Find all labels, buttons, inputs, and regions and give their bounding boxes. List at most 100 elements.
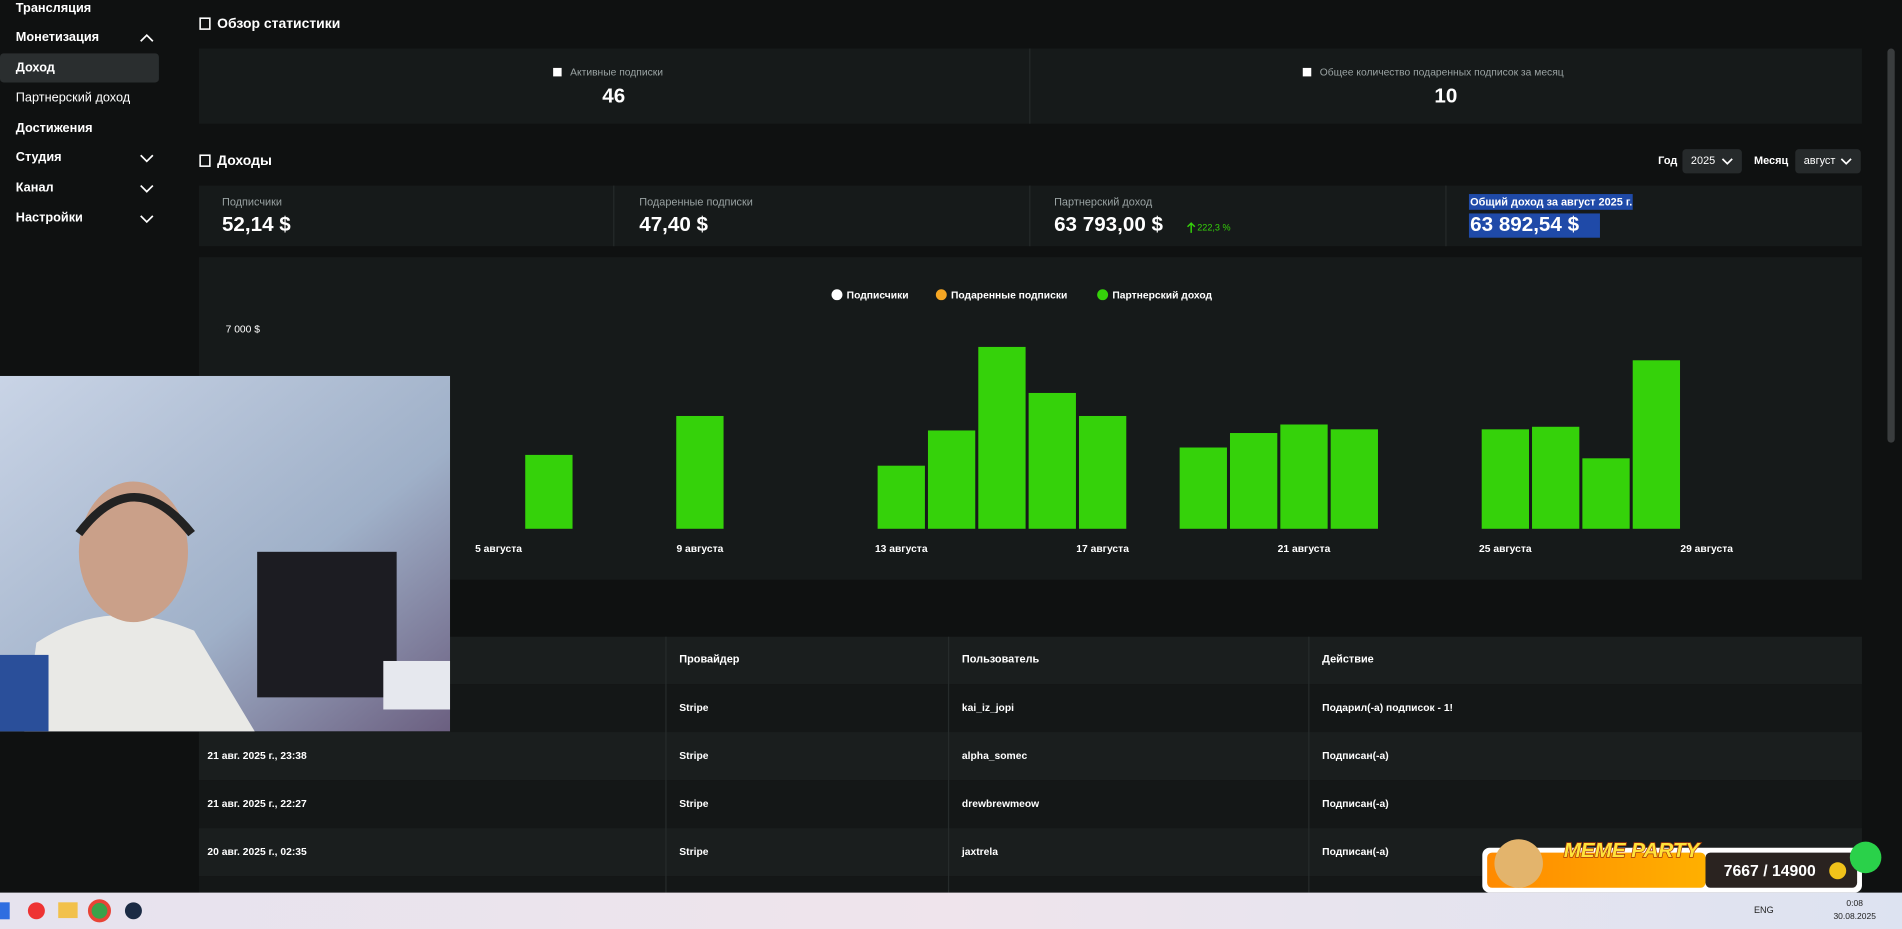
headset: [75, 493, 195, 537]
icon: [199, 154, 211, 167]
legend-dot: [935, 289, 947, 301]
nav-item[interactable]: Канал: [16, 179, 54, 194]
lang[interactable]: ENG: [1754, 905, 1774, 915]
bar: [1632, 360, 1681, 529]
x-tick-label: 21 августа: [1278, 544, 1331, 555]
table-cell: 21 авг. 2025 г., 23:38: [207, 751, 307, 762]
head: [78, 481, 189, 623]
stat-label: Активные подписки: [570, 67, 663, 78]
icon: [553, 67, 562, 77]
app-icon[interactable]: [124, 902, 142, 920]
legend-label: Партнерский доход: [1112, 291, 1212, 302]
table-cell: kai_iz_jopi: [962, 703, 1014, 714]
scrollbar[interactable]: [1887, 48, 1895, 443]
app-icon[interactable]: [58, 902, 78, 919]
bar: [1532, 426, 1580, 529]
up-arrow: [1187, 222, 1196, 233]
bar: [1582, 458, 1630, 529]
month-value[interactable]: август: [1804, 155, 1836, 167]
column-header: Действие: [1322, 654, 1374, 666]
table-row: [198, 780, 1862, 829]
legend-label: Подаренные подписки: [951, 291, 1067, 302]
month-select[interactable]: [1795, 149, 1861, 174]
card-label: Подаренные подписки: [639, 196, 753, 208]
table-cell: alpha_somec: [962, 751, 1028, 762]
app-icon[interactable]: [27, 902, 45, 920]
x-tick-label: 17 августа: [1076, 544, 1129, 555]
stat-value: 10: [1434, 84, 1457, 107]
table-cell: Stripe: [679, 847, 708, 858]
card-value: 63 892,54 $: [1470, 213, 1579, 236]
clock-time[interactable]: 0:08: [1846, 898, 1863, 908]
chair: [0, 654, 49, 732]
bar: [877, 465, 925, 529]
app-icon[interactable]: [87, 899, 111, 923]
table-cell: Stripe: [679, 703, 708, 714]
shirt: [24, 615, 255, 732]
year-select[interactable]: [1682, 149, 1742, 174]
table-cell: Подписан(-а): [1322, 751, 1388, 762]
nav-item[interactable]: Партнерский доход: [16, 90, 131, 105]
clock-date[interactable]: 30.08.2025: [1833, 911, 1876, 921]
widget-progress-text: 7667 / 14900: [1724, 863, 1816, 880]
x-tick-label: 29 августа: [1680, 544, 1733, 555]
table-cell: drewbrewmeow: [962, 799, 1040, 810]
stat-value: 46: [602, 84, 625, 107]
nav-item[interactable]: Достижения: [16, 120, 93, 135]
chevron: [140, 33, 154, 42]
filter-label: Месяц: [1754, 155, 1788, 167]
chevron: [140, 184, 154, 193]
start-icon[interactable]: [0, 902, 10, 920]
legend-dot: [831, 289, 843, 301]
chevron: [140, 154, 154, 163]
nav-item[interactable]: Настройки: [16, 210, 83, 225]
cabinet: [257, 551, 397, 698]
icon: [199, 17, 211, 30]
table-header: [198, 636, 1862, 685]
nav-item[interactable]: Монетизация: [16, 29, 99, 44]
column-header: Пользователь: [962, 654, 1040, 666]
card-value: 47,40 $: [639, 213, 708, 236]
widget-title: MEME PARTY: [1564, 839, 1702, 862]
selection: [1468, 213, 1600, 238]
year-value[interactable]: 2025: [1691, 155, 1715, 167]
chevron: [1840, 158, 1852, 165]
nav-item[interactable]: Трансляция: [16, 0, 91, 15]
column-header: Провайдер: [679, 654, 739, 666]
coin: [1829, 862, 1847, 880]
filter-label: Год: [1658, 155, 1677, 167]
table-cell: Подписан(-а): [1322, 847, 1388, 858]
nav-item[interactable]: Студия: [16, 149, 62, 164]
table-row: [198, 732, 1862, 781]
table-cell: Подарил(-а) подписок - 1!: [1322, 703, 1453, 714]
bar: [978, 346, 1026, 529]
selection: [1468, 194, 1633, 210]
bar: [1179, 447, 1227, 529]
bar: [927, 430, 976, 529]
bar: [1280, 424, 1328, 529]
table-cell: Подписан(-а): [1322, 799, 1388, 810]
y-tick-label: 7 000 $: [226, 325, 261, 336]
x-tick-label: 5 августа: [475, 544, 522, 555]
table: Провайдер Пользователь Действие Stripe kai_i…: [198, 636, 1862, 901]
fab[interactable]: [1849, 841, 1882, 874]
chart: 7 000 $ Подписчики Подаренные подписки Парт…: [218, 289, 1733, 555]
card-label: Общий доход за август 2025 г.: [1470, 196, 1632, 208]
table-cell: 20 авг. 2025 г., 02:35: [207, 847, 307, 858]
nav-item[interactable]: Доход: [16, 59, 55, 74]
table-cell: jaxtrela: [961, 847, 998, 858]
legend-dot: [1097, 289, 1109, 301]
card-label: Подписчики: [222, 196, 282, 208]
section-title: Доходы: [217, 152, 272, 168]
card-value: 52,14 $: [222, 213, 291, 236]
sidebar-active: [0, 53, 159, 83]
stat-label: Общее количество подаренных подписок за …: [1320, 66, 1564, 78]
bar: [1229, 433, 1278, 529]
bar: [1028, 392, 1076, 529]
taskbar: [0, 892, 1902, 929]
bar: [525, 454, 573, 529]
card-label: Партнерский доход: [1054, 196, 1153, 208]
bar: [1078, 415, 1127, 529]
